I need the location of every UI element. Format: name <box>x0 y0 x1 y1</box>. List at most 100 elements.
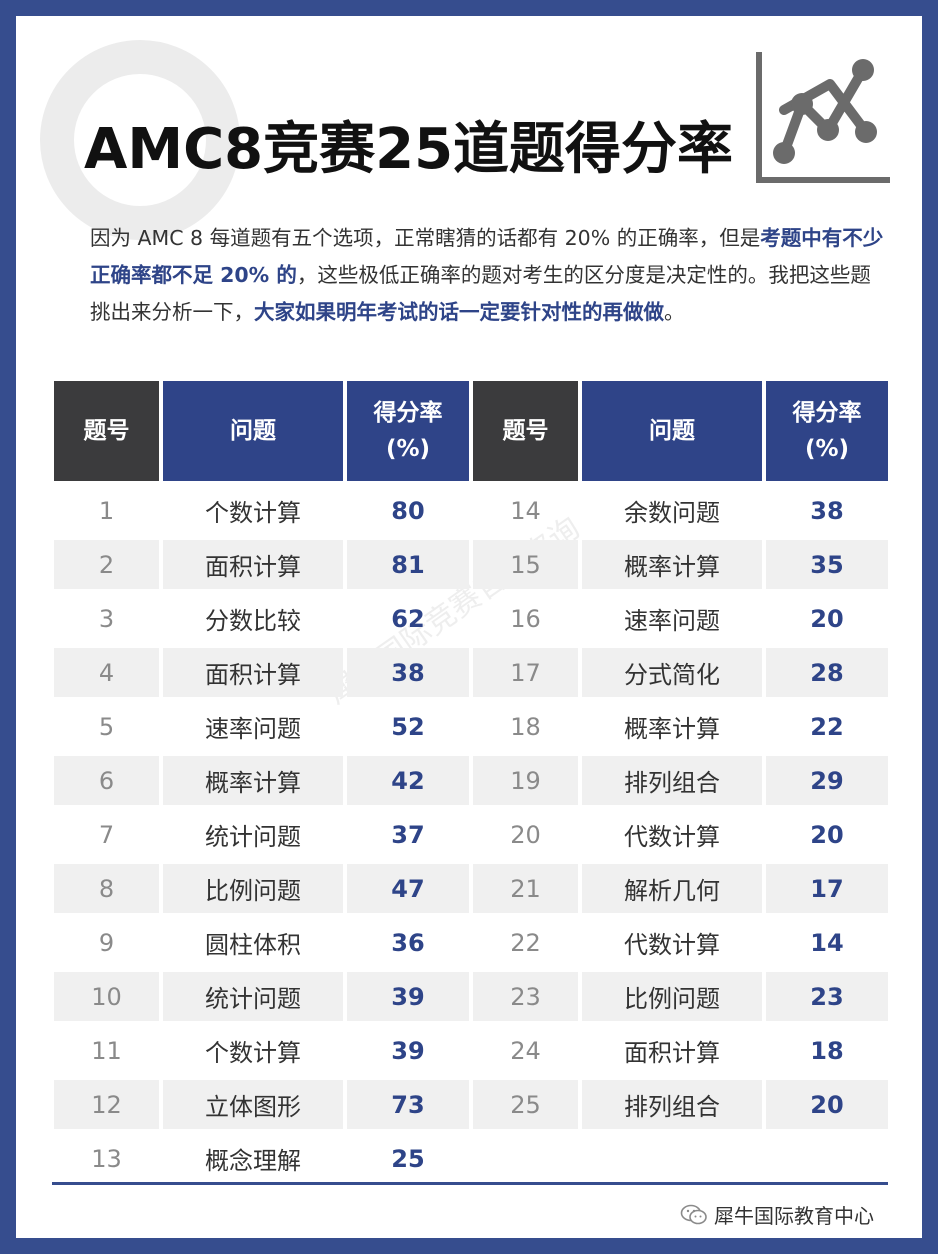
cell-question: 概率计算 <box>582 540 762 589</box>
cell-num: 9 <box>98 928 115 957</box>
cell-rate: 18 <box>810 1036 844 1065</box>
table-body: 1 个数计算 80 14 余数问题 38 2 面积计算 81 15 概率计算 35 3 分数比较 62 16 速… <box>54 486 888 1183</box>
cell-num: 16 <box>510 604 541 633</box>
cell-question: 比例问题 <box>582 972 762 1021</box>
header-rate-right: 得分率 (%) <box>766 381 888 481</box>
cell-question: 统计问题 <box>163 972 343 1021</box>
cell-rate: 38 <box>810 496 844 525</box>
cell-rate: 20 <box>766 1080 888 1129</box>
intro-text-1: 因为 AMC 8 每道题有五个选项，正常瞎猜的话都有 20% 的正确率，但是 <box>90 226 761 250</box>
cell-num: 4 <box>54 648 159 697</box>
header-question-right: 问题 <box>582 381 762 481</box>
cell-question: 概率计算 <box>163 756 343 805</box>
table-row: 8 比例问题 47 21 解析几何 17 <box>54 864 888 913</box>
cell-num: 25 <box>473 1080 578 1129</box>
cell-rate: 81 <box>347 540 469 589</box>
cell-num: 20 <box>510 820 541 849</box>
cell-rate: 73 <box>347 1080 469 1129</box>
intro-text-3: 。 <box>664 300 685 324</box>
table-row: 13 概念理解 25 <box>54 1134 888 1183</box>
cell-num: 7 <box>98 820 115 849</box>
header-rate-left: 得分率 (%) <box>347 381 469 481</box>
cell-num: 11 <box>91 1036 122 1065</box>
cell-rate: 20 <box>810 820 844 849</box>
cell-question: 个数计算 <box>205 1039 301 1067</box>
cell-rate: 39 <box>391 1036 425 1065</box>
cell-question: 分式简化 <box>582 648 762 697</box>
intro-highlight-2: 大家如果明年考试的话一定要针对性的再做做 <box>254 300 664 324</box>
cell-rate: 20 <box>810 604 844 633</box>
cell-question: 面积计算 <box>163 648 343 697</box>
wechat-icon <box>680 1204 707 1224</box>
cell-rate: 62 <box>391 604 425 633</box>
header-question-left: 问题 <box>163 381 343 481</box>
cell-question: 余数问题 <box>624 499 720 527</box>
cell-rate: 52 <box>391 712 425 741</box>
table-header-row: 题号 问题 得分率 (%) 题号 问题 得分率 (%) <box>54 381 888 481</box>
table-row: 9 圆柱体积 36 22 代数计算 14 <box>54 918 888 967</box>
cell-num: 23 <box>473 972 578 1021</box>
cell-rate: 47 <box>347 864 469 913</box>
cell-question: 解析几何 <box>582 864 762 913</box>
table-row: 10 统计问题 39 23 比例问题 23 <box>54 972 888 1021</box>
score-rate-table: 题号 问题 得分率 (%) 题号 问题 得分率 (%) 1 个数计算 80 14 余数问… <box>50 376 892 1188</box>
table-row: 12 立体图形 73 25 排列组合 20 <box>54 1080 888 1129</box>
cell-question: 排列组合 <box>582 756 762 805</box>
cell-num: 14 <box>510 496 541 525</box>
intro-text-2: ，这些极低正确率的题对考生的区分度是决定性的。我把这些题挑出来分析一下， <box>90 263 871 324</box>
cell-num: 3 <box>98 604 115 633</box>
cell-num: 22 <box>510 928 541 957</box>
cell-question: 排列组合 <box>582 1080 762 1129</box>
cell-question: 分数比较 <box>205 607 301 635</box>
cell-rate: 35 <box>766 540 888 589</box>
cell-rate: 38 <box>347 648 469 697</box>
cell-rate: 39 <box>347 972 469 1021</box>
table-row: 1 个数计算 80 14 余数问题 38 <box>54 486 888 535</box>
cell-num: 5 <box>98 712 115 741</box>
cell-rate: 36 <box>391 928 425 957</box>
cell-rate: 28 <box>766 648 888 697</box>
cell-num: 17 <box>473 648 578 697</box>
footer-text: 犀牛国际教育中心 <box>714 1204 874 1228</box>
cell-rate: 42 <box>347 756 469 805</box>
header-num-left: 题号 <box>54 381 159 481</box>
cell-num: 10 <box>54 972 159 1021</box>
cell-num: 18 <box>510 712 541 741</box>
cell-num: 15 <box>473 540 578 589</box>
footer-brand: 犀牛国际教育中心 <box>680 1200 874 1229</box>
cell-question: 个数计算 <box>205 499 301 527</box>
cell-rate: 29 <box>766 756 888 805</box>
table-row: 3 分数比较 62 16 速率问题 20 <box>54 594 888 643</box>
cell-num: 19 <box>473 756 578 805</box>
table-bottom-rule <box>52 1182 888 1185</box>
cell-num: 12 <box>54 1080 159 1129</box>
table-row: 5 速率问题 52 18 概率计算 22 <box>54 702 888 751</box>
cell-question: 概率计算 <box>624 715 720 743</box>
cell-question: 速率问题 <box>205 715 301 743</box>
cell-question: 代数计算 <box>624 823 720 851</box>
cell-num: 21 <box>473 864 578 913</box>
cell-rate: 37 <box>391 820 425 849</box>
cell-question: 立体图形 <box>163 1080 343 1129</box>
cell-question: 面积计算 <box>163 540 343 589</box>
table-row: 2 面积计算 81 15 概率计算 35 <box>54 540 888 589</box>
header-rate-label: 得分率 <box>792 400 862 426</box>
cell-question: 速率问题 <box>624 607 720 635</box>
cell-num: 24 <box>510 1036 541 1065</box>
cell-rate: 23 <box>766 972 888 1021</box>
table-row: 4 面积计算 38 17 分式简化 28 <box>54 648 888 697</box>
page-title: AMC8竞赛25道题得分率 <box>84 117 734 182</box>
cell-num: 2 <box>54 540 159 589</box>
cell-rate: 25 <box>391 1144 425 1173</box>
cell-num <box>473 1134 578 1183</box>
header-rate-label: 得分率 <box>373 400 443 426</box>
cell-num: 13 <box>91 1144 122 1173</box>
header-rate-unit: (%) <box>385 436 431 462</box>
cell-question: 比例问题 <box>163 864 343 913</box>
intro-paragraph: 因为 AMC 8 每道题有五个选项，正常瞎猜的话都有 20% 的正确率，但是考题… <box>90 220 890 331</box>
intro-highlight-1: 考题中有不少正确率都不足 20% 的 <box>90 226 884 287</box>
poster-card: AMC8竞赛25道题得分率 因为 AMC 8 每道题有五个选项，正常瞎猜的话都有… <box>16 16 922 1238</box>
line-chart-icon <box>756 52 890 183</box>
cell-question: 圆柱体积 <box>205 931 301 959</box>
cell-rate: 17 <box>766 864 888 913</box>
